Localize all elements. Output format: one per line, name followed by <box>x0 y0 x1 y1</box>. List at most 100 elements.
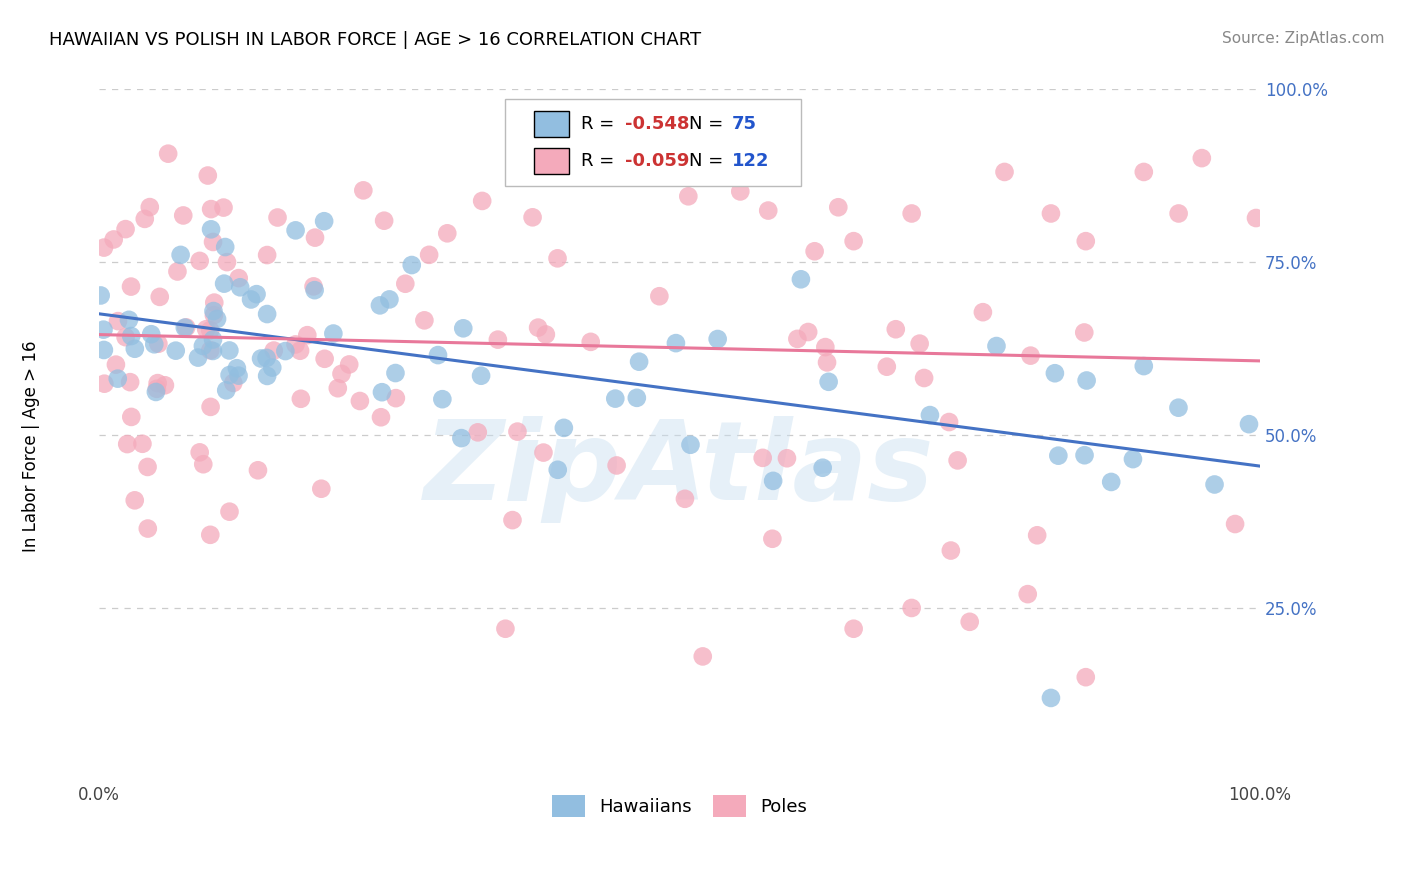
Point <box>1074 234 1097 248</box>
Point <box>370 410 392 425</box>
Point <box>107 371 129 385</box>
Point <box>228 271 250 285</box>
Point <box>605 392 627 406</box>
Point <box>1167 401 1189 415</box>
Point <box>172 209 194 223</box>
Point <box>148 336 170 351</box>
Point <box>1047 449 1070 463</box>
Point <box>174 320 197 334</box>
Point <box>169 248 191 262</box>
Point <box>451 321 474 335</box>
Point <box>502 513 524 527</box>
Point <box>120 329 142 343</box>
Point <box>1133 165 1156 179</box>
Point <box>143 337 166 351</box>
Point <box>188 253 211 268</box>
Point <box>751 450 773 465</box>
Point <box>262 360 284 375</box>
Point <box>188 445 211 459</box>
Point <box>166 264 188 278</box>
Point <box>131 437 153 451</box>
Point <box>195 322 218 336</box>
Point <box>114 330 136 344</box>
Point <box>290 392 312 406</box>
Point <box>842 622 865 636</box>
Point <box>349 394 371 409</box>
Point <box>385 391 408 405</box>
Point <box>665 336 688 351</box>
Point <box>157 146 180 161</box>
Text: -0.548: -0.548 <box>626 115 689 133</box>
Point <box>1237 417 1260 432</box>
Point <box>139 200 162 214</box>
Point <box>120 279 142 293</box>
Point <box>790 272 813 286</box>
Point <box>626 391 648 405</box>
Point <box>246 463 269 477</box>
Point <box>228 368 250 383</box>
Point <box>939 543 962 558</box>
Point <box>1073 326 1095 340</box>
Point <box>706 332 728 346</box>
Point <box>673 491 696 506</box>
Point <box>1074 670 1097 684</box>
Point <box>107 314 129 328</box>
Point <box>90 288 112 302</box>
Point <box>274 344 297 359</box>
Point <box>352 183 374 197</box>
Point <box>761 532 783 546</box>
Point <box>384 366 406 380</box>
Point <box>215 255 238 269</box>
Point <box>266 211 288 225</box>
Point <box>579 334 602 349</box>
Point <box>93 241 115 255</box>
Point <box>1122 452 1144 467</box>
Point <box>330 367 353 381</box>
Text: ZipAtlas: ZipAtlas <box>425 416 935 523</box>
Point <box>534 327 557 342</box>
Point <box>256 351 278 365</box>
Point <box>918 408 941 422</box>
Point <box>93 343 115 357</box>
Point <box>1244 211 1267 225</box>
Point <box>1204 477 1226 491</box>
Point <box>797 325 820 339</box>
Point <box>229 280 252 294</box>
Point <box>938 415 960 429</box>
Point <box>776 451 799 466</box>
Point <box>200 343 222 358</box>
Point <box>118 313 141 327</box>
Point <box>1019 349 1042 363</box>
Point <box>149 290 172 304</box>
Point <box>201 333 224 347</box>
Point <box>1132 359 1154 373</box>
Point <box>201 343 224 358</box>
Point <box>394 277 416 291</box>
Point <box>214 240 236 254</box>
Point <box>153 378 176 392</box>
Point <box>191 339 214 353</box>
FancyBboxPatch shape <box>505 99 801 186</box>
Point <box>427 348 450 362</box>
Point <box>326 381 349 395</box>
Point <box>200 400 222 414</box>
Point <box>145 384 167 399</box>
Point <box>730 185 752 199</box>
Point <box>120 375 142 389</box>
Text: -0.059: -0.059 <box>626 152 689 169</box>
Point <box>884 322 907 336</box>
Point <box>972 305 994 319</box>
Point <box>218 343 240 358</box>
Point <box>418 248 440 262</box>
Point <box>814 340 837 354</box>
Point <box>606 458 628 473</box>
Point <box>506 425 529 439</box>
Point <box>200 528 222 542</box>
Point <box>547 252 569 266</box>
Point <box>314 351 336 366</box>
Point <box>284 337 307 351</box>
Point <box>193 457 215 471</box>
Point <box>413 313 436 327</box>
Point <box>187 351 209 365</box>
Point <box>467 425 489 440</box>
